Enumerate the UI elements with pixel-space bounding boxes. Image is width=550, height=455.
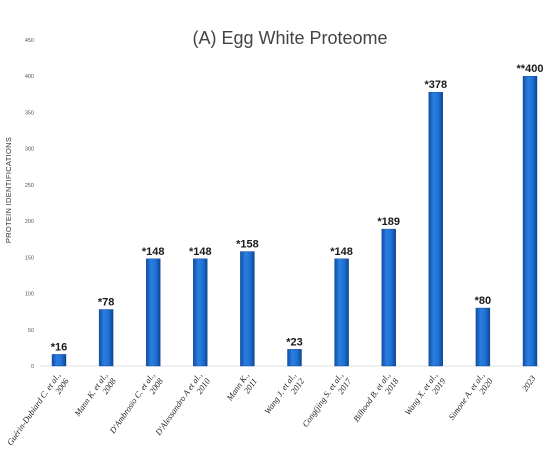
x-tick-label-line: Simone A. et al., (446, 371, 486, 422)
bar (145, 258, 161, 367)
bar (381, 228, 396, 367)
x-tick-label: Bilhood B. et al.,2018 (351, 371, 401, 424)
bar-data-label: **400 (517, 63, 544, 75)
y-tick-label: 350 (25, 110, 34, 116)
bar-data-label: *148 (189, 246, 212, 258)
bar (193, 258, 208, 367)
bar (522, 76, 538, 367)
bar-data-label: *148 (142, 246, 165, 258)
bar (428, 91, 443, 367)
bar (240, 251, 255, 367)
x-tick-label: Wang X. et al.,2019 (403, 371, 448, 417)
x-tick-label-line: 2023 (520, 373, 538, 393)
x-axis-labels: Guérin-Dubiard C. et al.,2006 Mann K. et … (5, 371, 538, 448)
bar (287, 349, 302, 367)
bar-data-label: *23 (286, 336, 303, 348)
bar-data-label: *148 (330, 246, 353, 258)
x-tick-label: Cong(jing S. et al.,2017 (300, 371, 354, 429)
x-tick-label: Wang J. et al.,2012 (262, 371, 307, 416)
x-tick-label: Mann K. et al.,2008 (72, 371, 119, 419)
y-tick-label: 0 (31, 364, 34, 370)
y-tick-label: 150 (25, 255, 34, 261)
x-tick-label-line: Guérin-Dubiard C. et al., (5, 371, 63, 448)
bar-data-label: *78 (98, 296, 115, 308)
x-tick-label: 2023 (520, 373, 538, 393)
bar (51, 354, 67, 367)
bar-data-label: *158 (236, 239, 259, 251)
y-tick-label: 400 (25, 74, 34, 80)
y-tick-label: 200 (25, 219, 34, 225)
bars-group: *16 *78 *148 *148 *158 *23 *148 *189 *378 *80 **40… (51, 63, 544, 367)
y-tick-label: 300 (25, 147, 34, 153)
y-axis-label: PROTEIN IDENTIFICATIONS (4, 137, 13, 243)
bar (98, 309, 114, 367)
bar-data-label: *378 (424, 79, 447, 91)
x-tick-label-line: Bilhood B. et al., (351, 371, 392, 424)
x-tick-label-line: Cong(jing S. et al., (300, 371, 345, 429)
y-tick-label: 450 (25, 38, 34, 44)
x-tick-label-line: Mann K. et al., (72, 371, 110, 419)
y-tick-label: 100 (25, 292, 34, 298)
bar (475, 307, 491, 367)
chart-title: (A) Egg White Proteome (192, 28, 387, 48)
x-tick-label: Mann K.,2011 (224, 371, 259, 404)
x-tick-label: Guérin-Dubiard C. et al.,2006 (5, 371, 71, 448)
y-tick-label: 250 (25, 183, 34, 189)
bar-data-label: *80 (475, 295, 492, 307)
bar-data-label: *16 (51, 341, 68, 353)
x-tick-label: Simone A. et al.,2020 (446, 371, 495, 422)
bar (334, 258, 349, 367)
y-tick-label: 50 (28, 328, 34, 334)
bar-data-label: *189 (377, 216, 400, 228)
